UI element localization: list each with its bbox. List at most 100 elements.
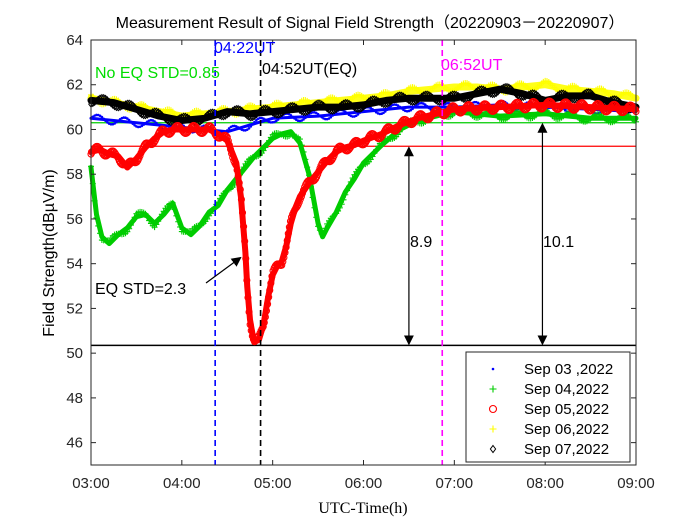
data-point <box>306 106 312 115</box>
data-point <box>155 218 162 225</box>
data-point <box>553 93 559 101</box>
data-point <box>113 122 116 125</box>
data-point <box>225 141 233 149</box>
data-point <box>180 112 187 121</box>
data-point <box>353 104 360 113</box>
data-point <box>298 189 307 197</box>
data-point <box>391 94 398 102</box>
data-point <box>311 111 314 114</box>
data-point <box>476 85 483 93</box>
legend-marker <box>489 385 497 393</box>
vline-label-0452-eq: 04:52UT(EQ) <box>262 61 357 78</box>
data-point <box>97 230 104 237</box>
data-point <box>493 89 499 98</box>
data-point <box>580 90 587 99</box>
data-point <box>104 119 107 123</box>
data-point <box>313 214 320 221</box>
data-point <box>344 187 351 194</box>
y-tick-label: 58 <box>66 166 83 183</box>
data-point <box>266 137 273 144</box>
data-point <box>289 114 293 117</box>
data-point <box>129 120 133 124</box>
data-point <box>344 110 347 114</box>
data-point <box>289 101 296 110</box>
data-point <box>371 108 374 111</box>
data-point <box>209 108 216 117</box>
data-point <box>585 88 592 96</box>
data-point <box>267 279 275 287</box>
data-point <box>451 90 458 99</box>
data-point <box>157 214 164 221</box>
data-point <box>338 201 345 208</box>
data-point <box>291 115 294 119</box>
data-point <box>95 222 102 229</box>
data-point <box>269 121 273 124</box>
data-point <box>416 94 423 102</box>
data-point <box>127 222 134 229</box>
data-point <box>400 107 403 110</box>
data-point <box>217 112 223 120</box>
data-point <box>351 115 354 118</box>
data-point <box>255 118 258 122</box>
data-point <box>126 117 129 120</box>
data-point <box>318 114 322 117</box>
data-point <box>177 223 184 230</box>
data-point <box>409 108 413 112</box>
data-point <box>228 108 234 116</box>
data-point <box>496 86 503 94</box>
data-point <box>358 104 365 113</box>
data-point <box>115 120 118 124</box>
data-point <box>373 146 380 153</box>
data-point <box>204 215 211 222</box>
data-point <box>144 111 151 119</box>
data-point <box>262 104 269 113</box>
data-point <box>345 145 353 153</box>
legend-marker <box>489 425 497 433</box>
data-point <box>415 95 421 104</box>
data-point <box>280 107 287 116</box>
data-point <box>342 191 349 198</box>
annotation-no-eq-std: No EQ STD=0.85 <box>95 65 220 82</box>
data-point <box>158 211 165 218</box>
data-point <box>255 109 262 117</box>
data-point <box>222 112 229 120</box>
y-axis-title: Field Strength(dBµV/m) <box>41 169 58 337</box>
data-point <box>293 117 296 120</box>
eq-std-arrow <box>205 256 242 284</box>
y-tick-label: 50 <box>66 345 83 362</box>
data-point <box>311 101 318 110</box>
data-point <box>304 107 311 116</box>
data-point <box>387 97 394 106</box>
data-point <box>384 100 390 109</box>
data-point <box>142 123 145 126</box>
data-point <box>473 87 480 96</box>
data-point <box>249 125 253 128</box>
data-point <box>242 128 245 132</box>
x-axis-title: UTC-Time(h) <box>318 500 407 517</box>
data-point <box>356 113 360 116</box>
data-point <box>345 183 352 190</box>
data-point <box>411 107 414 111</box>
data-point <box>278 261 286 269</box>
data-point <box>309 103 316 111</box>
data-point <box>469 91 476 100</box>
data-point <box>316 227 323 234</box>
data-point <box>335 104 341 112</box>
data-point <box>224 137 232 145</box>
data-point <box>414 104 418 107</box>
data-point <box>233 104 240 113</box>
legend-marker <box>488 404 498 414</box>
legend: Sep 03 ,2022 Sep 04,2022 Sep 05,2022 Sep… <box>465 351 631 463</box>
y-tick-label: 64 <box>66 32 83 49</box>
data-point <box>153 120 156 123</box>
data-point <box>331 106 338 115</box>
vline-label-0652: 06:52UT <box>441 57 503 74</box>
data-point <box>387 106 391 110</box>
data-point <box>396 91 403 99</box>
data-point <box>315 99 321 107</box>
data-point <box>335 207 342 214</box>
data-point <box>198 116 205 125</box>
legend-label-sep06: Sep 06,2022 <box>524 421 609 438</box>
data-point <box>440 105 443 109</box>
annotation-diff-8-9: 8.9 <box>410 234 432 251</box>
